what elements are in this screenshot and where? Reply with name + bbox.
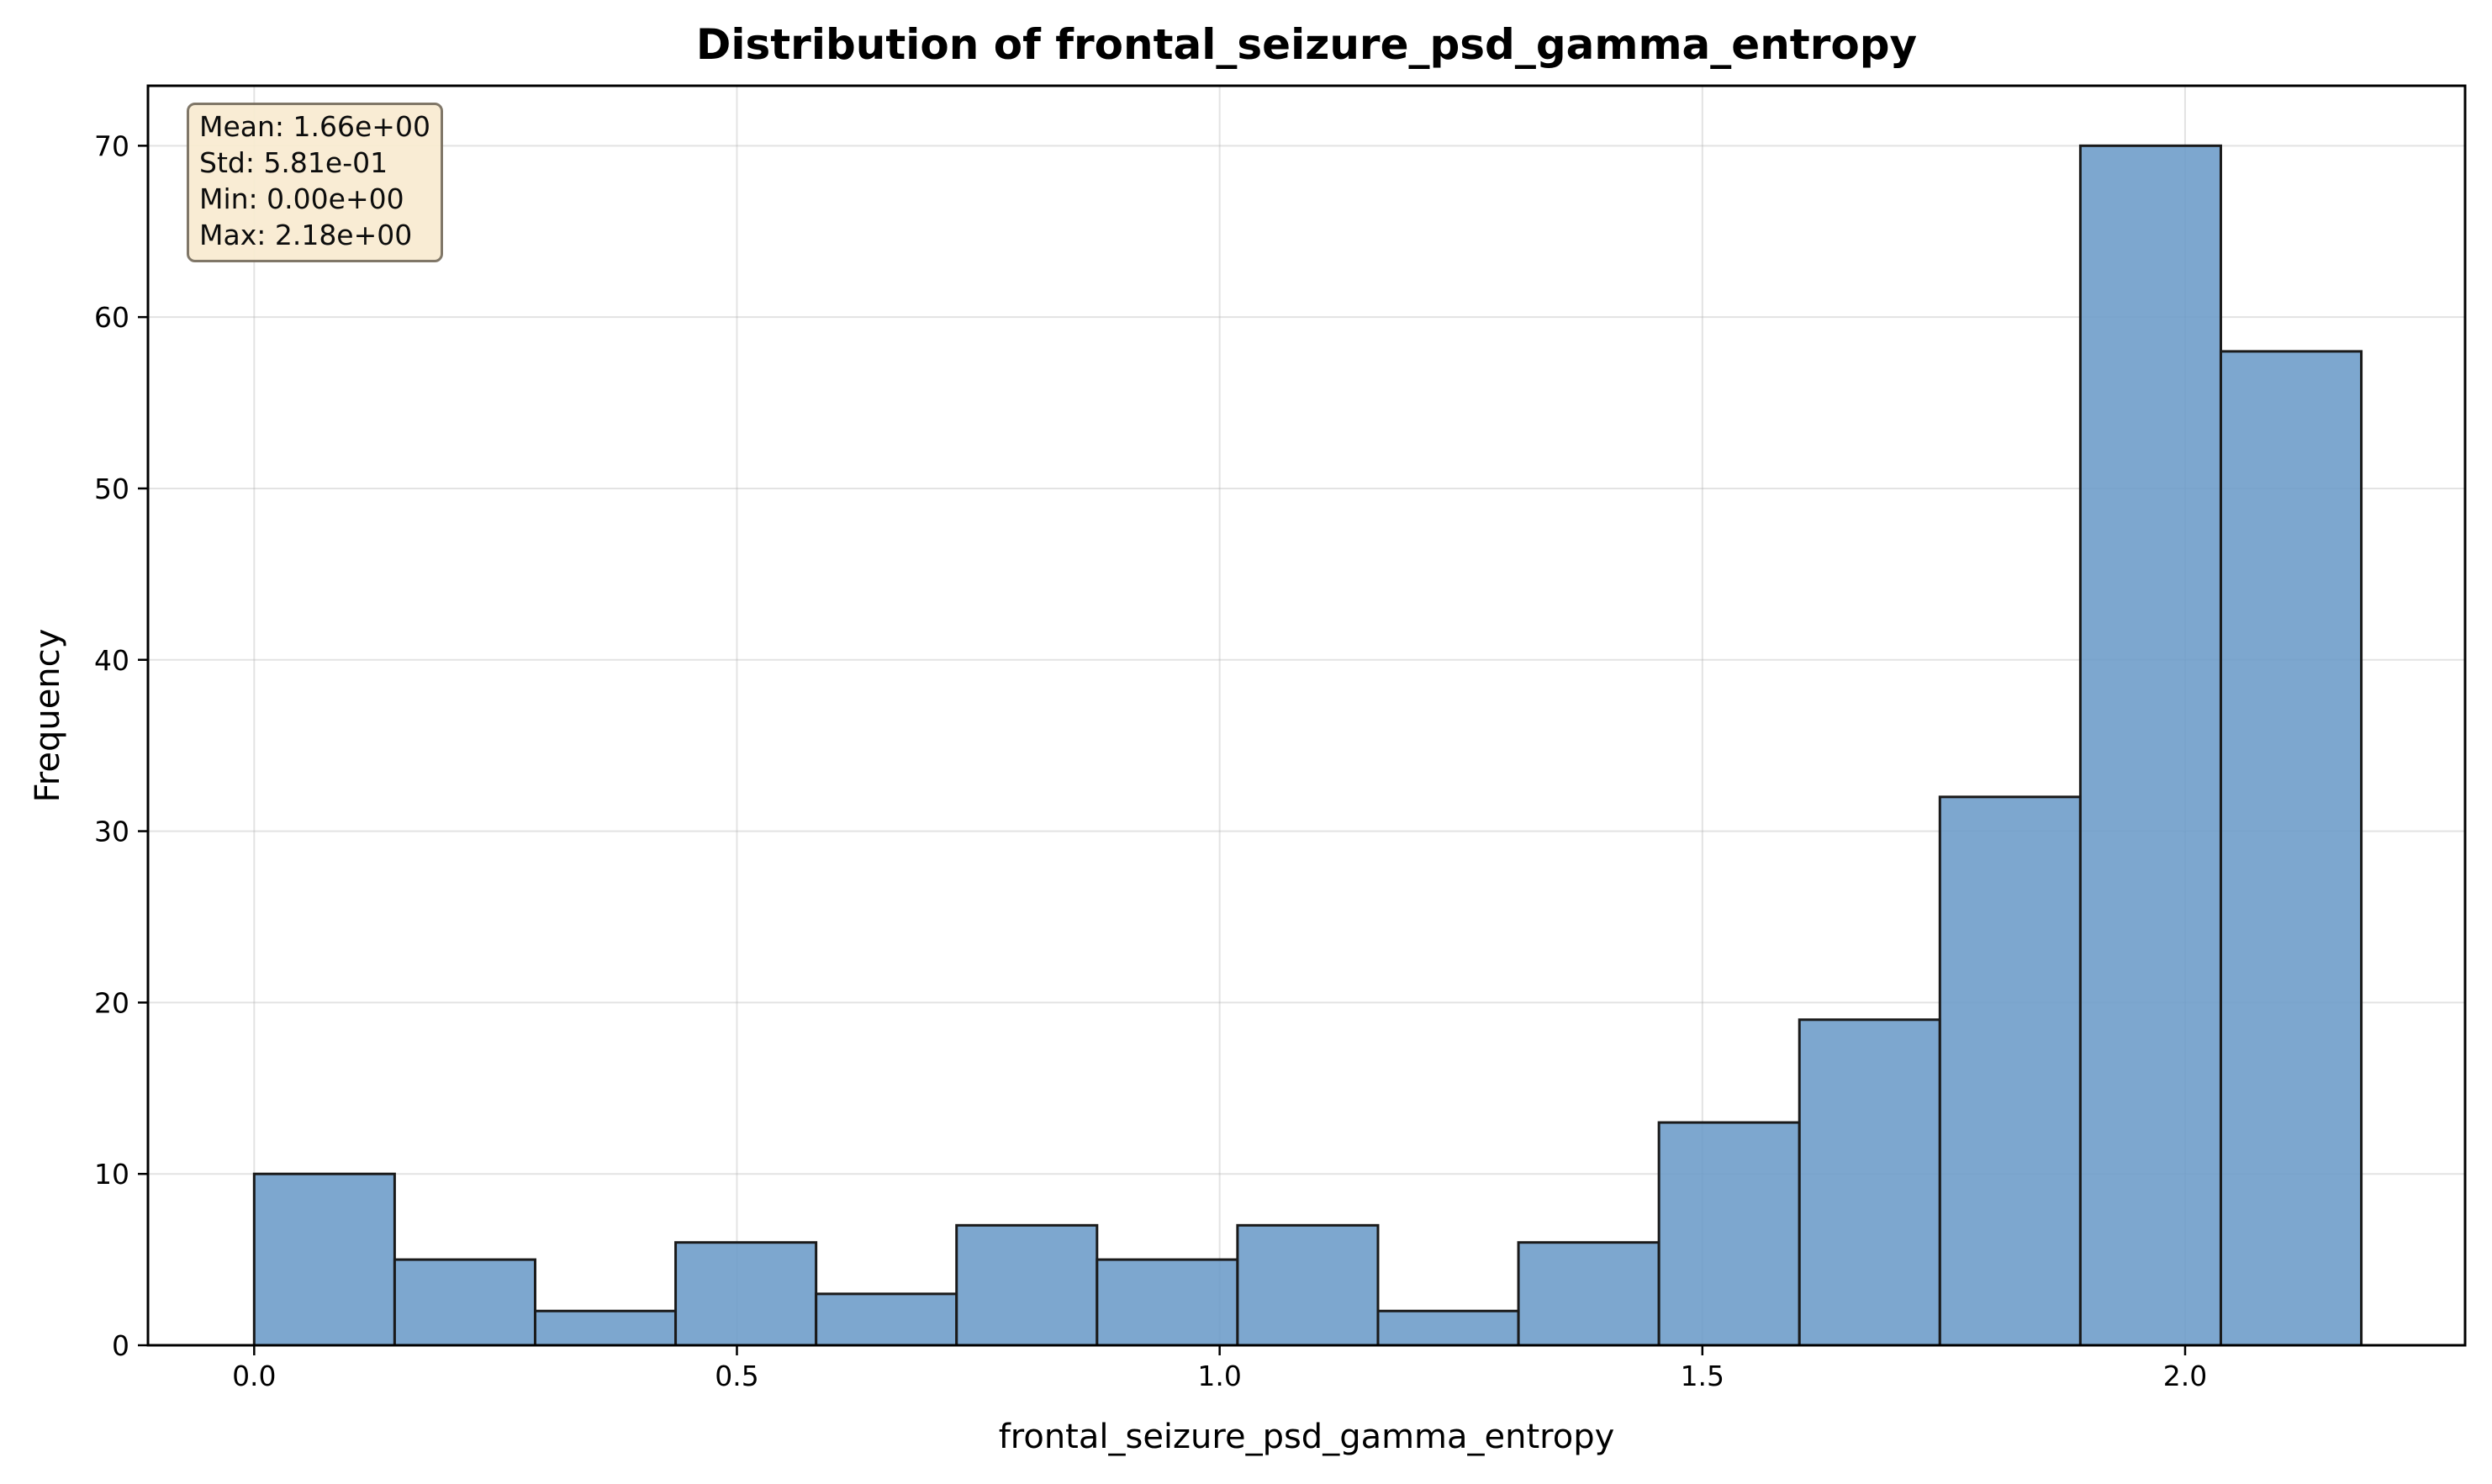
histogram-bar <box>1376 1309 1520 1347</box>
y-tick-label: 70 <box>94 129 129 162</box>
x-tick-label: 1.0 <box>1197 1360 1241 1392</box>
x-tick-label: 2.0 <box>2163 1360 2207 1392</box>
y-axis-ticks: 0 10 20 30 40 50 60 70 <box>94 129 148 1362</box>
histogram-bar <box>1236 1223 1380 1347</box>
histogram-bar <box>1096 1258 1239 1347</box>
y-tick-label: 10 <box>94 1158 129 1191</box>
y-axis-label: Frequency <box>29 629 67 803</box>
histogram-bar <box>2078 144 2222 1347</box>
histogram-bar <box>815 1292 958 1347</box>
histogram-bar <box>1798 1018 1941 1347</box>
histogram-bar <box>955 1223 1099 1347</box>
stats-mean: Mean: 1.66e+00 <box>199 110 430 143</box>
histogram-bar <box>1657 1121 1801 1347</box>
x-tick-label: 0.5 <box>715 1360 758 1392</box>
histogram-bar <box>1517 1241 1660 1347</box>
x-tick-label: 1.5 <box>1681 1360 1724 1392</box>
x-tick-label: 0.0 <box>232 1360 276 1392</box>
x-axis-label: frontal_seizure_psd_gamma_entropy <box>999 1418 1615 1456</box>
y-tick-label: 60 <box>94 301 129 334</box>
stats-std: Std: 5.81e-01 <box>199 146 388 179</box>
y-tick-label: 50 <box>94 473 129 505</box>
histogram-bars <box>252 144 2363 1347</box>
histogram-bar <box>2219 350 2363 1347</box>
histogram-bar <box>393 1258 536 1347</box>
histogram-bar <box>674 1241 818 1347</box>
y-tick-label: 40 <box>94 644 129 677</box>
stats-box: Mean: 1.66e+00 Std: 5.81e-01 Min: 0.00e+… <box>187 103 443 262</box>
stats-max: Max: 2.18e+00 <box>199 219 413 251</box>
chart-title: Distribution of frontal_seizure_psd_gamm… <box>696 20 1917 69</box>
histogram-bar <box>252 1172 396 1347</box>
stats-min: Min: 0.00e+00 <box>199 182 404 215</box>
y-tick-label: 30 <box>94 816 129 848</box>
histogram-bar <box>1938 795 2082 1347</box>
y-tick-label: 0 <box>112 1329 129 1362</box>
y-tick-label: 20 <box>94 986 129 1019</box>
x-axis-ticks: 0.0 0.5 1.0 1.5 2.0 <box>232 1345 2207 1392</box>
plot-frame <box>146 84 2467 1347</box>
histogram-bar <box>533 1309 678 1347</box>
